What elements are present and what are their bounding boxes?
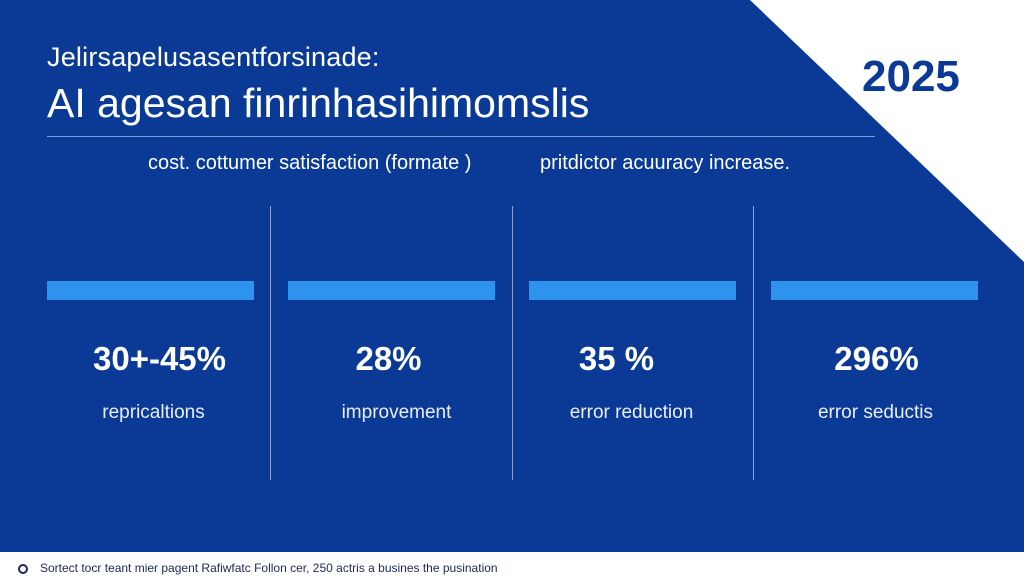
metric-label: improvement	[341, 402, 452, 423]
metric-bar	[47, 281, 254, 300]
metric-value: 30+-45%	[92, 340, 226, 377]
subhead-left: cost. cottumer satisfaction (formate )	[148, 152, 472, 174]
metric-label: error seductis	[817, 402, 934, 423]
metric-value: 35 %	[578, 340, 655, 377]
metric-bar	[529, 281, 736, 300]
metric-value: 28%	[355, 340, 422, 377]
title-divider	[47, 136, 875, 137]
column-divider	[270, 206, 271, 480]
metric-value: 296%	[834, 340, 919, 377]
subhead-right: pritdictor acuuracy increase.	[540, 152, 791, 174]
metric-label: error reduction	[569, 402, 694, 423]
metric-label: repricaltions	[102, 402, 205, 423]
footer-bar: Sortect tocr teant mier pagent Rafiwfatc…	[0, 552, 1024, 585]
year-badge: 2025	[862, 52, 960, 101]
kicker-text: Jelirsapelusasentforsinade:	[47, 42, 380, 72]
circle-bullet-icon	[18, 564, 28, 574]
corner-triangle	[750, 0, 1024, 262]
column-divider	[753, 206, 754, 480]
footer-caption: Sortect tocr teant mier pagent Rafiwfatc…	[40, 561, 498, 575]
slide: Jelirsapelusasentforsinade: AI agesan fi…	[0, 0, 1024, 552]
metric-bar	[771, 281, 978, 300]
metric-bar	[288, 281, 495, 300]
page-title: AI agesan finrinhasihimomslis	[47, 80, 590, 126]
column-divider	[512, 206, 513, 480]
